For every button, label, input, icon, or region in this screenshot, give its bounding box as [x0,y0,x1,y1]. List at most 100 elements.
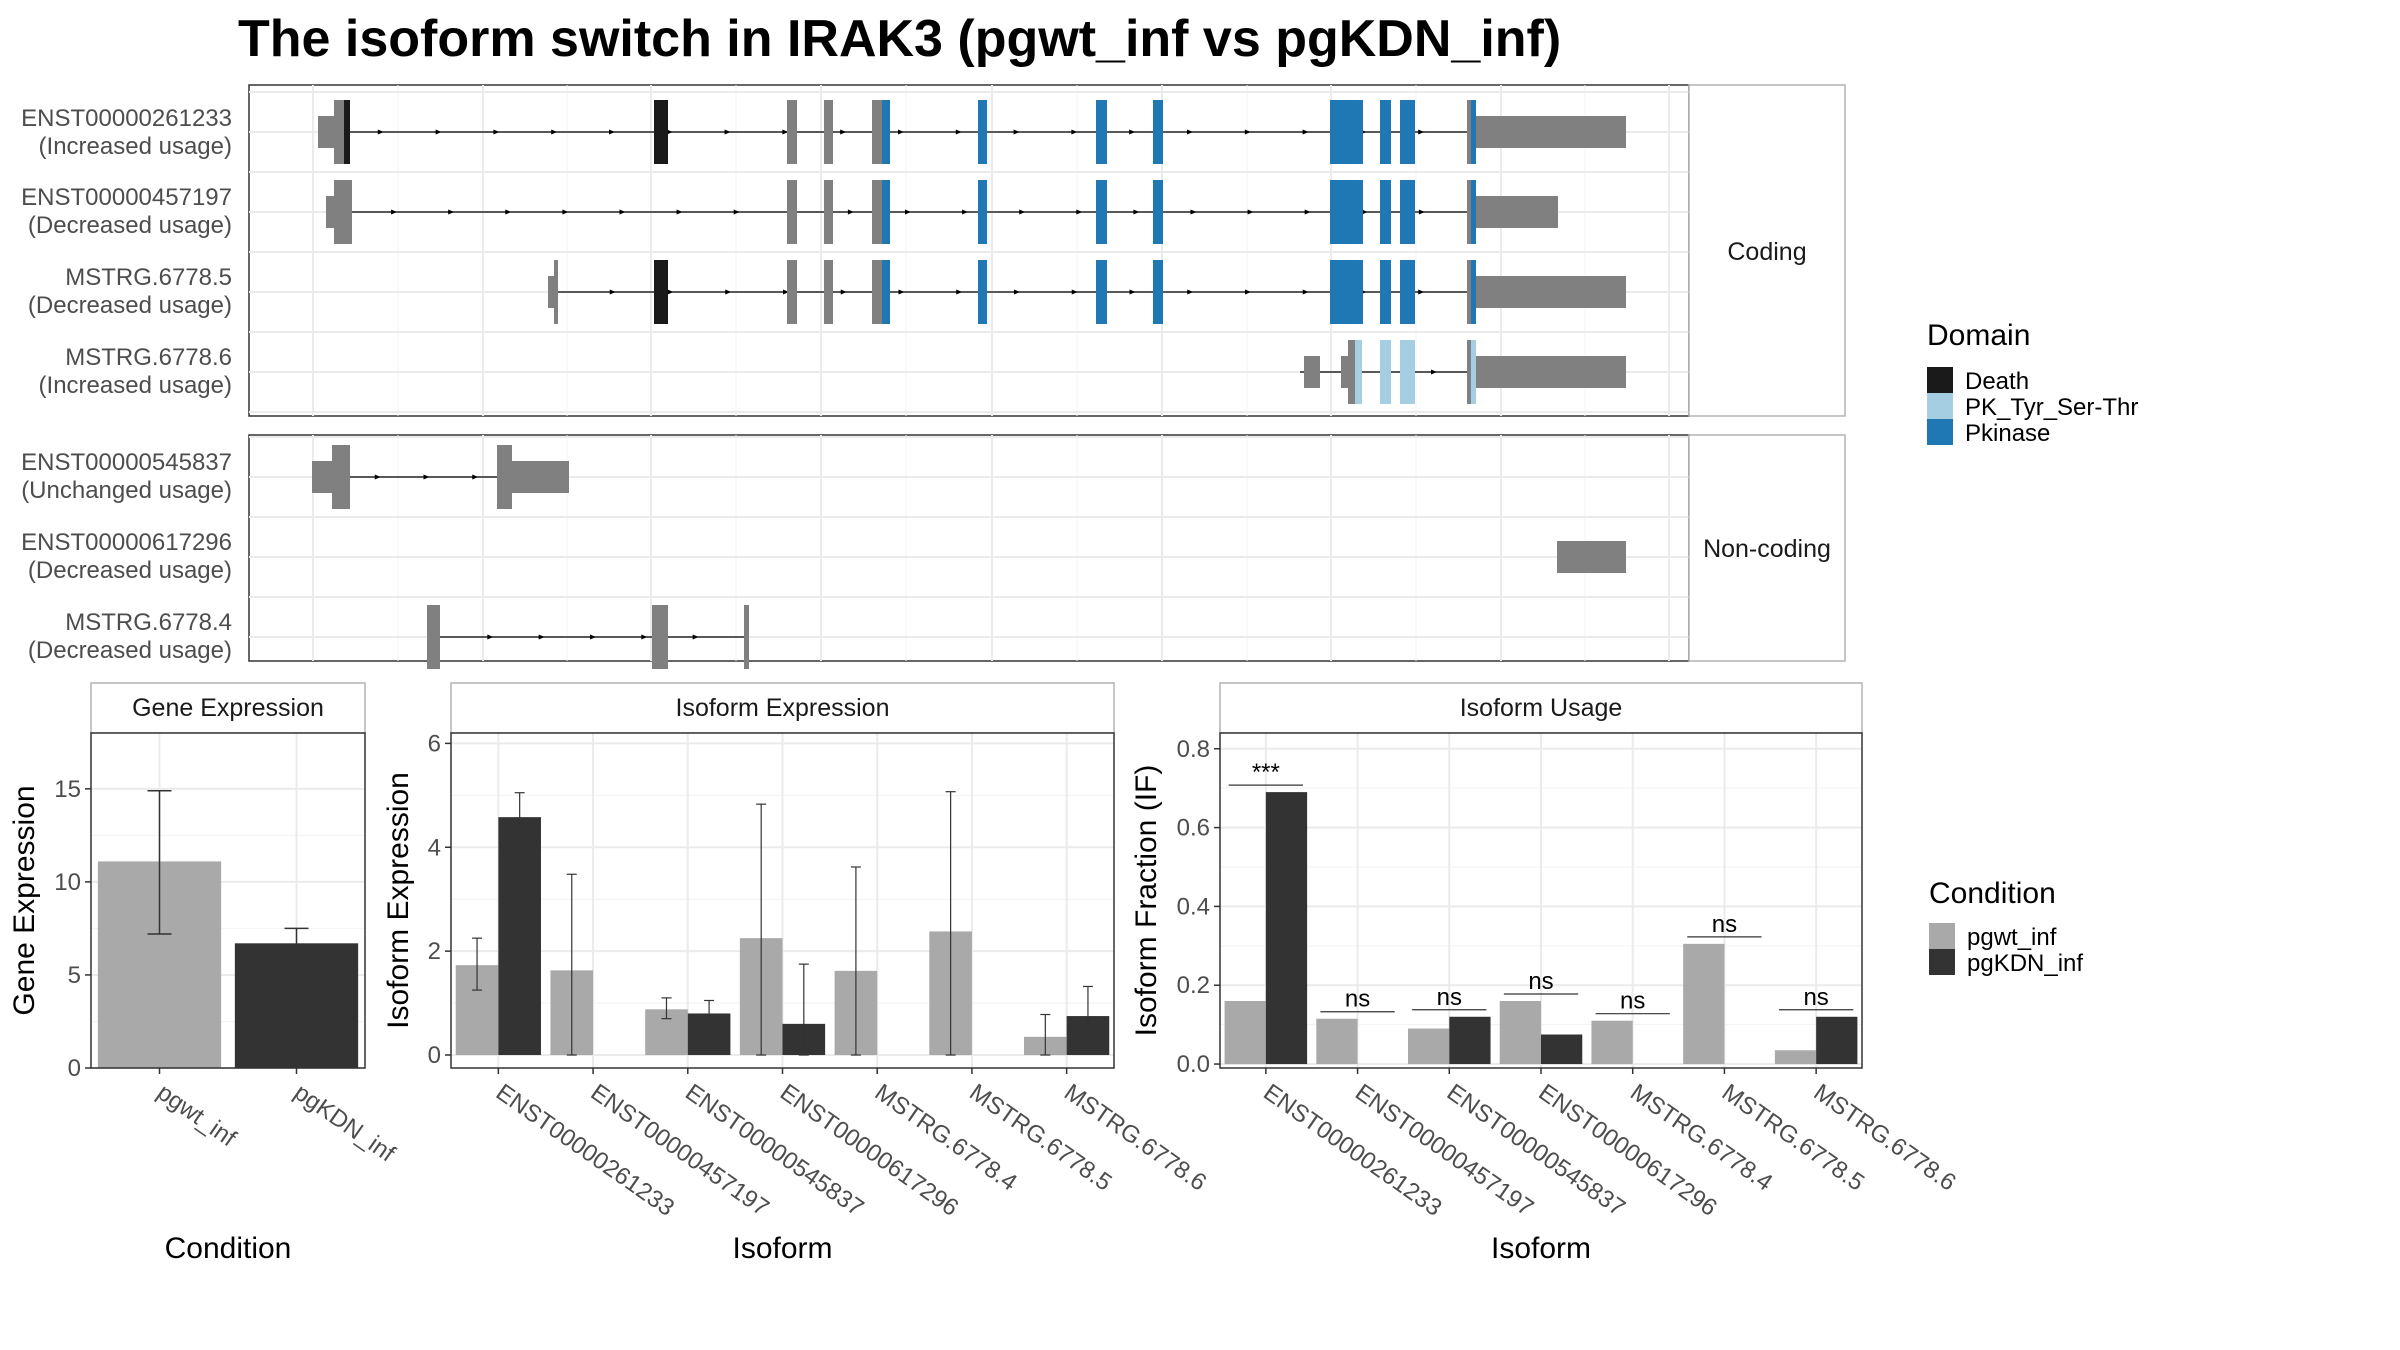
coding-exon [1467,340,1471,404]
strand-arrow [1071,129,1078,135]
strand-arrow [840,129,847,135]
pkinase-domain [882,100,890,164]
strand-arrow [487,634,494,640]
death-domain [344,100,350,164]
strand-arrow [733,209,740,215]
noncoding-strip [1688,434,1846,662]
x-axis-label: Isoform [732,1232,832,1265]
utr-exon [1476,276,1626,308]
utr-exon [548,276,556,308]
coding-transcript-tracks [318,100,1626,404]
transcript-track [548,260,1626,324]
strand-arrow [725,289,732,295]
pkinase-domain [1471,100,1476,164]
coding-panel-background [248,84,1690,417]
pkinase-domain [1380,100,1391,164]
strand-arrow [782,129,789,135]
panel-border [1219,732,1863,1069]
strand-arrow [1133,209,1140,215]
legend-label-death: Death [1965,368,2029,395]
coding-exon [872,260,882,324]
coding-exon [787,180,797,244]
y-tick-label: 6 [428,730,441,757]
coding-exon [787,100,797,164]
utr-exon [512,461,569,493]
strand-arrow [619,209,626,215]
legend-key-pgwt-inf [1929,923,1955,949]
pkinase-domain [978,180,987,244]
pkinase-domain [1153,100,1163,164]
strand-arrow [840,289,847,295]
strand-arrow [905,209,911,215]
utr-exon [1341,356,1348,388]
pk-tyr-ser-thr-domain [1471,340,1476,404]
transcript-usage-label: (Decreased usage) [28,212,232,239]
strand-arrow [667,289,674,295]
coding-strip [1688,84,1846,417]
strand-arrow [609,129,615,135]
bar [1774,1050,1817,1065]
y-tick-label: 0.4 [1177,893,1210,920]
coding-exon [334,180,352,244]
y-tick-label: 0 [428,1042,441,1069]
domain-legend-title: Domain [1927,319,2030,352]
panel-strip-label: Isoform Usage [1460,694,1623,722]
y-tick-label: 0 [68,1055,81,1082]
bar [1591,1020,1633,1065]
pkinase-domain [1330,180,1363,244]
transcript-id-label: ENST00000617296 [21,529,232,556]
y-tick-label: 0.0 [1177,1051,1210,1078]
utr-exon [312,461,332,493]
strand-arrow [956,289,963,295]
legend-key-death [1927,367,1953,393]
strand-arrow [676,209,683,215]
strand-arrow [423,474,430,480]
transcript-id-label: ENST00000545837 [21,449,232,476]
legend-label-pkinase: Pkinase [1965,420,2050,447]
strand-arrow [590,634,596,640]
strand-arrow [377,129,384,135]
bar [1265,792,1308,1065]
y-tick-label: 0.8 [1177,736,1210,763]
coding-exon [824,180,833,244]
transcript-id-label: ENST00000261233 [21,105,232,132]
strand-arrow [955,129,962,135]
noncoding-strip-label: Non-coding [1703,535,1831,563]
coding-exon [497,445,512,509]
strand-arrow [562,209,569,215]
strand-arrow [1418,289,1425,295]
legend-label-pgwt-inf: pgwt_inf [1967,924,2057,951]
coding-structure-panel: Coding [248,84,1846,417]
transcript-track [427,605,749,669]
pkinase-domain [1380,260,1391,324]
strand-arrow [1302,289,1309,295]
significance-label: ns [1803,984,1828,1011]
strand-arrow [666,129,673,135]
noncoding-structure-panel: Non-coding [248,434,1846,669]
strand-arrow [1187,289,1194,295]
strand-arrow [1247,209,1254,215]
coding-exon [332,445,350,509]
y-tick-label: 10 [54,869,81,896]
significance-label: *** [1252,759,1280,786]
strand-arrow [1190,209,1197,215]
strand-arrow [1245,289,1251,295]
strand-arrow [1129,129,1136,135]
transcript-labels: ENST00000261233 (Increased usage) ENST00… [21,105,232,664]
strand-arrow [1431,369,1437,375]
bar [498,817,541,1056]
utr-exon [1304,356,1320,388]
coding-exon [334,100,345,164]
transcript-id-label: ENST00000457197 [21,184,232,211]
strand-arrow [1187,129,1193,135]
transcript-usage-label: (Decreased usage) [28,292,232,319]
transcript-usage-label: (Increased usage) [39,133,232,160]
transcript-id-label: MSTRG.6778.4 [65,609,232,636]
transcript-track [318,100,1626,164]
pkinase-domain [1471,260,1476,324]
strand-arrow [1418,129,1425,135]
utr-exon [1557,541,1626,573]
coding-exon [652,605,668,669]
bar [1316,1018,1358,1065]
